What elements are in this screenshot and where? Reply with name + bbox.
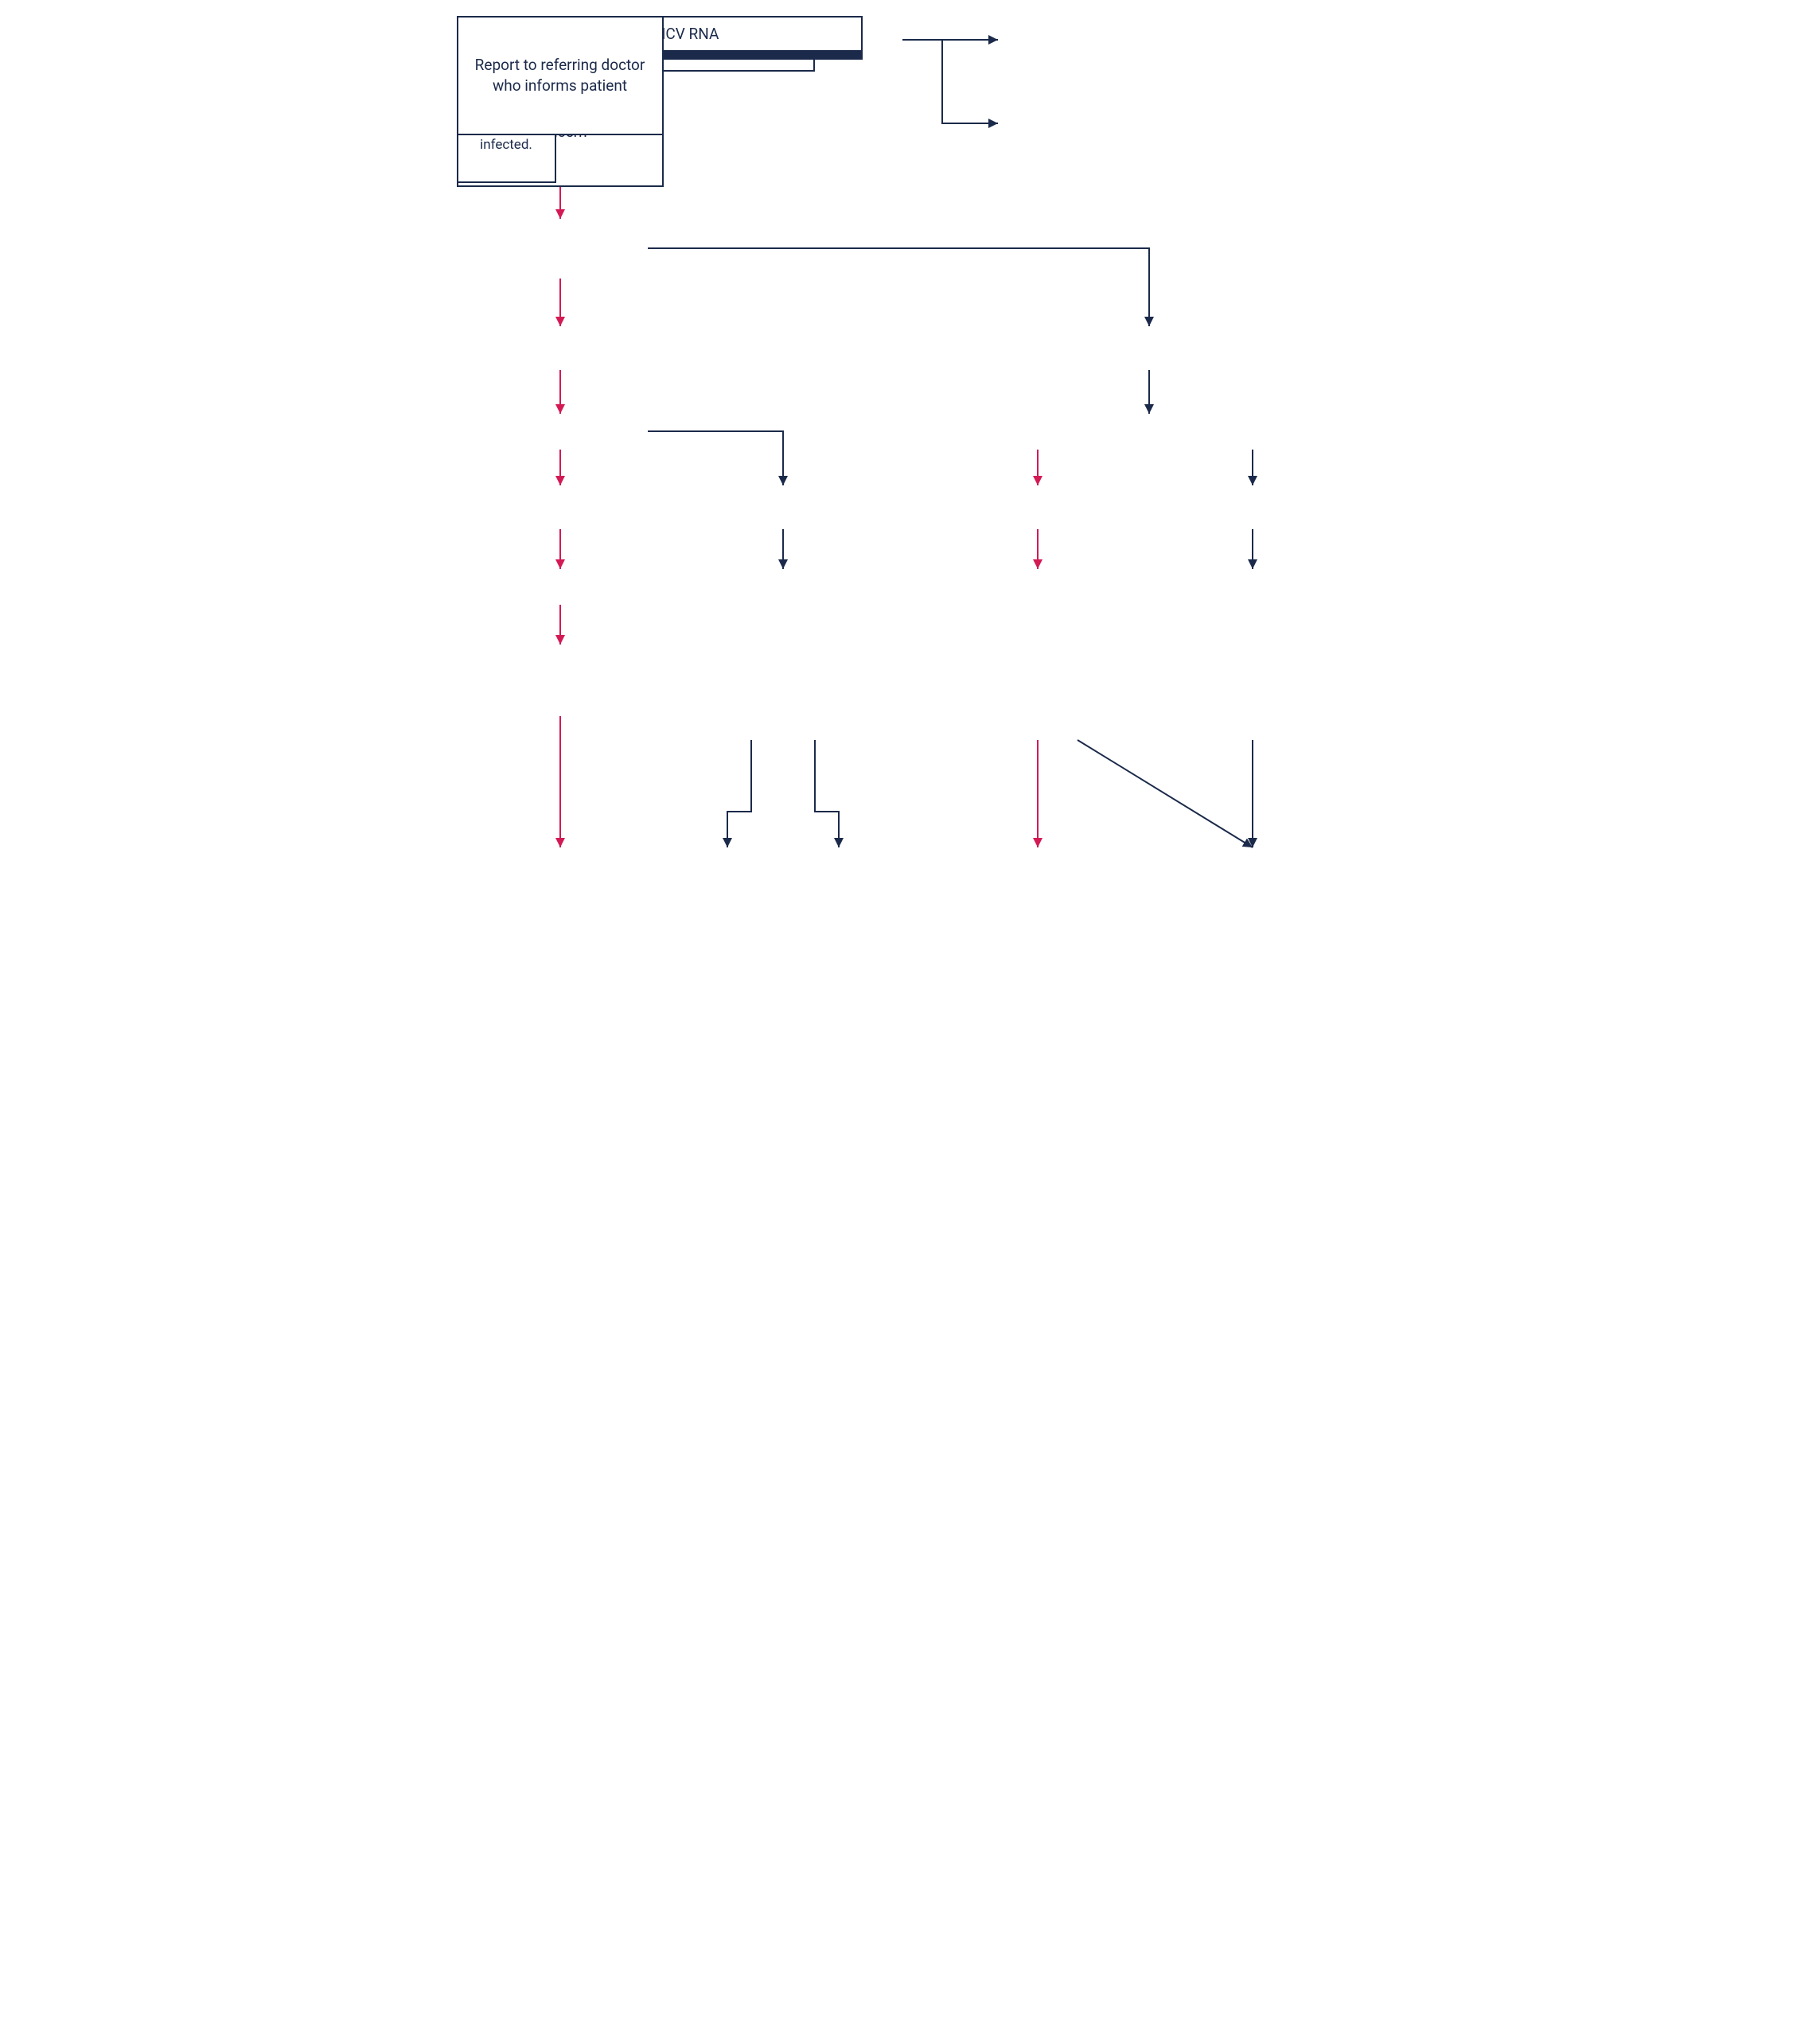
text: Report to referring doctor who informs p… <box>466 55 654 95</box>
flowchart-canvas: Screen by HCV EIA (a) NEGATIVE Report to… <box>457 16 1364 1034</box>
node-report-doctor-navy: Report to referring doctor who informs p… <box>457 16 664 135</box>
